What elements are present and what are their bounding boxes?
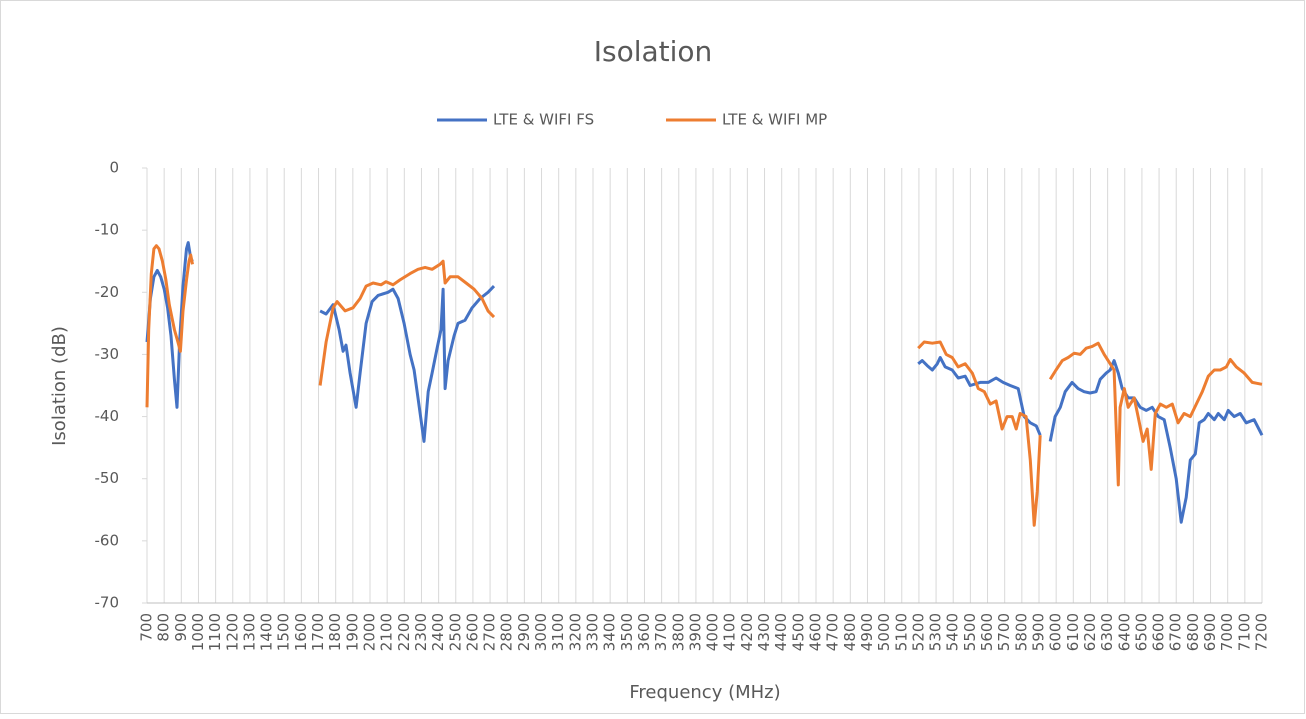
x-tick-label: 3700	[652, 613, 670, 651]
x-tick-label: 1800	[326, 613, 344, 651]
x-tick-label: 4600	[807, 613, 825, 651]
x-tick-label: 1300	[240, 613, 258, 651]
x-tick-label: 6700	[1167, 613, 1185, 651]
x-tick-label: 2400	[429, 613, 447, 651]
x-tick-label: 6600	[1150, 613, 1168, 651]
x-tick-label: 2800	[498, 613, 516, 651]
x-tick-label: 1500	[275, 613, 293, 651]
x-tick-label: 2200	[395, 613, 413, 651]
x-tick-label: 7000	[1218, 613, 1236, 651]
y-tick-label: -60	[95, 531, 120, 549]
x-tick-label: 6500	[1132, 613, 1150, 651]
x-tick-label: 3900	[686, 613, 704, 651]
x-tick-label: 2900	[515, 613, 533, 651]
series-line	[145, 244, 1263, 527]
x-tick-label: 1000	[189, 613, 207, 651]
x-tick-label: 3000	[532, 613, 550, 651]
x-tick-label: 1900	[343, 613, 361, 651]
x-tick-label: 1100	[206, 613, 224, 651]
x-tick-label: 7100	[1235, 613, 1253, 651]
x-tick-label: 4700	[824, 613, 842, 651]
y-tick-label: -20	[95, 283, 120, 301]
x-tick-label: 800	[155, 613, 173, 642]
x-tick-label: 5300	[927, 613, 945, 651]
x-tick-label: 1400	[258, 613, 276, 651]
x-tick-label: 3300	[584, 613, 602, 651]
y-tick-label: -70	[95, 594, 120, 612]
x-tick-label: 6300	[1098, 613, 1116, 651]
x-tick-label: 6800	[1184, 613, 1202, 651]
x-tick-label: 5800	[1012, 613, 1030, 651]
y-axis-title: Isolation (dB)	[49, 326, 70, 446]
x-tick-label: 1600	[292, 613, 310, 651]
x-tick-label: 4200	[738, 613, 756, 651]
x-tick-label: 2500	[446, 613, 464, 651]
x-tick-label: 3500	[618, 613, 636, 651]
x-tick-label: 4900	[858, 613, 876, 651]
x-tick-label: 3400	[601, 613, 619, 651]
x-tick-label: 4400	[772, 613, 790, 651]
x-tick-label: 4300	[755, 613, 773, 651]
x-tick-label: 2700	[481, 613, 499, 651]
x-tick-label: 4100	[721, 613, 739, 651]
x-tick-label: 6200	[1081, 613, 1099, 651]
x-tick-label: 7200	[1253, 613, 1271, 651]
x-tick-label: 6900	[1201, 613, 1219, 651]
x-tick-label: 2300	[412, 613, 430, 651]
y-tick-label: 0	[109, 159, 119, 177]
x-tick-label: 2100	[378, 613, 396, 651]
x-tick-label: 900	[172, 613, 190, 642]
x-axis-title: Frequency (MHz)	[629, 682, 780, 703]
x-tick-label: 5600	[978, 613, 996, 651]
x-tick-label: 3800	[669, 613, 687, 651]
y-tick-label: -40	[95, 407, 120, 425]
x-tick-label: 4500	[789, 613, 807, 651]
y-tick-label: -10	[95, 221, 120, 239]
x-tick-label: 6100	[1064, 613, 1082, 651]
y-tick-label: -30	[95, 345, 120, 363]
x-tick-label: 2600	[463, 613, 481, 651]
x-tick-label: 5900	[1030, 613, 1048, 651]
legend-label: LTE & WIFI MP	[722, 111, 827, 129]
series-line	[145, 241, 1264, 524]
x-tick-label: 1200	[223, 613, 241, 651]
chart-title: Isolation	[594, 35, 713, 68]
x-tick-label: 5000	[875, 613, 893, 651]
x-tick-label: 5100	[892, 613, 910, 651]
x-tick-label: 4000	[704, 613, 722, 651]
legend-label: LTE & WIFI FS	[493, 111, 594, 129]
x-tick-label: 3100	[549, 613, 567, 651]
x-tick-label: 5400	[944, 613, 962, 651]
x-tick-label: 5700	[995, 613, 1013, 651]
x-tick-label: 3600	[635, 613, 653, 651]
x-tick-label: 1700	[309, 613, 327, 651]
y-tick-label: -50	[95, 469, 120, 487]
x-tick-label: 3200	[566, 613, 584, 651]
x-tick-label: 4800	[841, 613, 859, 651]
x-tick-label: 6400	[1115, 613, 1133, 651]
x-tick-label: 5200	[909, 613, 927, 651]
x-tick-label: 5500	[961, 613, 979, 651]
x-tick-label: 2000	[361, 613, 379, 651]
x-tick-label: 6000	[1047, 613, 1065, 651]
x-tick-label: 700	[138, 613, 156, 642]
